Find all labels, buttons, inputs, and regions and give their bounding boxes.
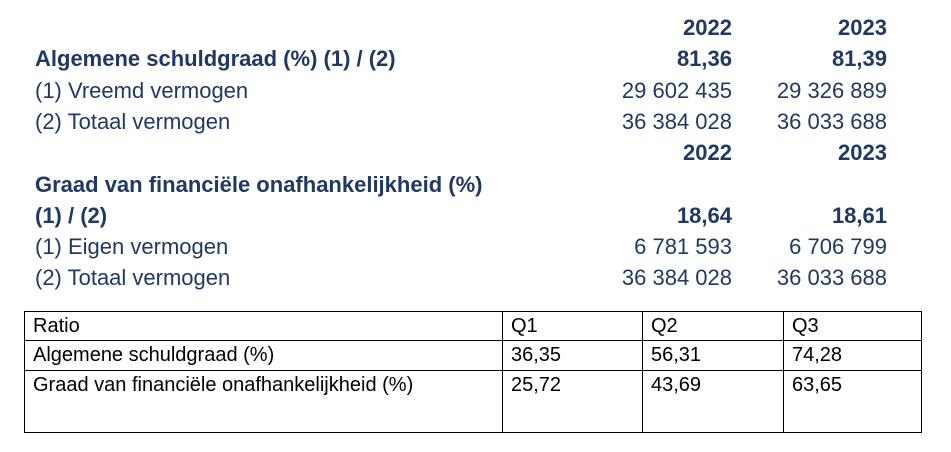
table-cell: 74,28 <box>783 340 922 371</box>
row-value: 6 706 799 <box>789 234 887 260</box>
table-cell: 25,72 <box>502 370 643 433</box>
table-cell: 56,31 <box>642 340 784 371</box>
table-row: Graad van financiële onafhankelijkheid (… <box>24 370 922 433</box>
row-label: (1) Vreemd vermogen <box>35 77 249 103</box>
table-cell: Graad van financiële onafhankelijkheid (… <box>24 370 503 433</box>
header-cell: Ratio <box>24 311 503 341</box>
row-value: 36 384 028 <box>621 265 732 291</box>
row-value: 29 326 889 <box>776 77 887 103</box>
section-title: Graad van financiële onafhankelijkheid (… <box>35 171 483 197</box>
row-value: 36 384 028 <box>621 108 732 134</box>
ratio-table: Ratio Q1 Q2 Q3 Algemene schuldgraad (%) 36,35… <box>24 311 922 433</box>
header-cell: Q2 <box>642 311 784 341</box>
table-cell: 36,35 <box>502 340 643 371</box>
row-value: 36 033 688 <box>776 265 887 291</box>
row-value: 29 602 435 <box>621 77 732 103</box>
section-title: (1) / (2) <box>35 202 108 228</box>
table-cell: Algemene schuldgraad (%) <box>24 340 503 371</box>
row-value: 6 781 593 <box>634 234 732 260</box>
row-label: (2) Totaal vermogen <box>35 108 231 134</box>
table-row: Algemene schuldgraad (%) 36,35 56,31 74,28 <box>24 340 922 371</box>
year-header: 2022 <box>683 15 732 40</box>
ratio-value: 18,61 <box>831 202 887 228</box>
year-header: 2023 <box>838 140 887 166</box>
header-cell: Q3 <box>783 311 922 341</box>
year-header: 2023 <box>838 15 887 40</box>
table-header: Ratio Q1 Q2 Q3 <box>24 311 922 341</box>
ratio-value: 81,36 <box>676 46 732 72</box>
row-label: (1) Eigen vermogen <box>35 234 229 260</box>
ratio-value: 18,64 <box>676 202 732 228</box>
table-cell: 63,65 <box>783 370 922 433</box>
header-cell: Q1 <box>502 311 643 341</box>
ratio-value: 81,39 <box>831 46 887 72</box>
table-cell: 43,69 <box>642 370 784 433</box>
row-label: (2) Totaal vermogen <box>35 265 231 291</box>
row-value: 36 033 688 <box>776 108 887 134</box>
year-header: 2022 <box>683 140 732 166</box>
section-title: Algemene schuldgraad (%) (1) / (2) <box>35 46 396 72</box>
